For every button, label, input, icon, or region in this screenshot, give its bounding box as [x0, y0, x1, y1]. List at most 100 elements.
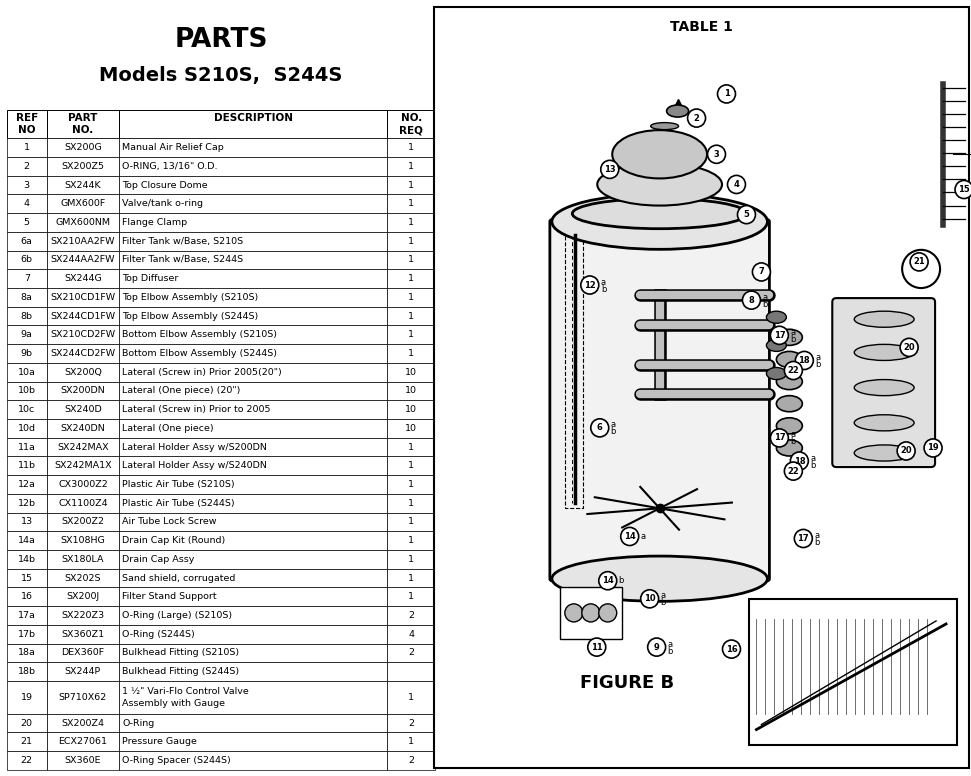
Text: 1: 1: [408, 162, 415, 171]
Circle shape: [565, 604, 583, 622]
Ellipse shape: [854, 345, 914, 361]
Text: 1 ½" Vari-Flo Control Valve: 1 ½" Vari-Flo Control Valve: [122, 687, 250, 696]
Circle shape: [727, 175, 746, 193]
Ellipse shape: [777, 329, 802, 345]
Text: 1: 1: [408, 143, 415, 152]
Text: SX200G: SX200G: [64, 143, 102, 152]
Text: SX360Z1: SX360Z1: [61, 629, 105, 639]
Ellipse shape: [854, 311, 914, 327]
Text: 4: 4: [23, 199, 30, 208]
Ellipse shape: [777, 440, 802, 456]
Text: 1: 1: [723, 89, 729, 99]
Text: 19: 19: [927, 443, 939, 452]
Bar: [47, 382, 118, 400]
Circle shape: [620, 528, 639, 546]
Text: 22: 22: [787, 366, 799, 375]
Bar: [387, 307, 435, 325]
Bar: [387, 456, 435, 475]
Bar: [47, 456, 118, 475]
Circle shape: [785, 362, 802, 379]
Text: Plastic Air Tube (S244S): Plastic Air Tube (S244S): [122, 499, 235, 508]
Text: Drain Cap Kit (Round): Drain Cap Kit (Round): [122, 536, 225, 545]
Bar: [118, 288, 387, 307]
Text: SX180LA: SX180LA: [62, 555, 104, 564]
Text: 1: 1: [408, 311, 415, 320]
Bar: [7, 382, 47, 400]
Ellipse shape: [552, 556, 767, 601]
Bar: [7, 512, 47, 532]
Text: O-Ring Spacer (S244S): O-Ring Spacer (S244S): [122, 756, 231, 765]
Text: 19: 19: [20, 693, 33, 702]
Text: 17b: 17b: [17, 629, 36, 639]
Ellipse shape: [766, 311, 787, 324]
Text: Manual Air Relief Cap: Manual Air Relief Cap: [122, 143, 224, 152]
Ellipse shape: [597, 163, 722, 206]
Ellipse shape: [651, 123, 679, 130]
Text: DEX360F: DEX360F: [61, 649, 105, 657]
Text: Lateral Holder Assy w/S200DN: Lateral Holder Assy w/S200DN: [122, 442, 267, 452]
Bar: [118, 662, 387, 681]
Text: a: a: [790, 327, 795, 337]
Text: Lateral (Screw in) Prior to 2005: Lateral (Screw in) Prior to 2005: [122, 405, 271, 414]
Text: 22: 22: [787, 466, 799, 476]
Text: SX244K: SX244K: [65, 181, 101, 189]
Bar: [118, 307, 387, 325]
Text: 1: 1: [408, 293, 415, 302]
Bar: [118, 550, 387, 569]
Circle shape: [582, 604, 600, 622]
Bar: [47, 269, 118, 288]
Bar: [387, 138, 435, 157]
Circle shape: [722, 640, 741, 658]
Text: SX244AA2FW: SX244AA2FW: [50, 255, 116, 265]
Text: 4: 4: [408, 629, 415, 639]
Text: 1: 1: [408, 737, 415, 747]
Text: Bottom Elbow Assembly (S210S): Bottom Elbow Assembly (S210S): [122, 331, 278, 339]
Bar: [7, 532, 47, 550]
Text: REF: REF: [16, 113, 38, 123]
Bar: [47, 475, 118, 494]
Text: 6a: 6a: [20, 237, 33, 246]
Text: NO.: NO.: [72, 126, 93, 136]
Circle shape: [601, 161, 619, 178]
Bar: [47, 438, 118, 456]
Text: 18: 18: [793, 456, 805, 466]
Bar: [118, 269, 387, 288]
Bar: [7, 419, 47, 438]
Text: Pressure Gauge: Pressure Gauge: [122, 737, 197, 747]
Ellipse shape: [854, 414, 914, 431]
Bar: [387, 157, 435, 175]
Bar: [7, 587, 47, 606]
Text: 1: 1: [408, 199, 415, 208]
Bar: [118, 195, 387, 213]
Text: PARTS: PARTS: [174, 27, 268, 54]
Text: a: a: [790, 431, 795, 439]
Circle shape: [910, 253, 928, 271]
Bar: [7, 456, 47, 475]
Circle shape: [743, 291, 760, 309]
Ellipse shape: [766, 368, 787, 379]
Text: 10b: 10b: [17, 386, 36, 396]
Text: Filter Tank w/Base, S210S: Filter Tank w/Base, S210S: [122, 237, 244, 246]
Text: 1: 1: [408, 218, 415, 227]
Text: SX244P: SX244P: [65, 667, 101, 676]
Bar: [7, 494, 47, 512]
Bar: [387, 751, 435, 770]
Bar: [118, 714, 387, 733]
Bar: [387, 569, 435, 587]
Text: a: a: [660, 591, 666, 601]
Text: b: b: [790, 438, 796, 446]
Text: 3: 3: [23, 181, 30, 189]
Bar: [7, 606, 47, 625]
Text: O-Ring (Large) (S210S): O-Ring (Large) (S210S): [122, 611, 233, 620]
Bar: [387, 512, 435, 532]
Text: CX3000Z2: CX3000Z2: [58, 480, 108, 489]
Bar: [387, 213, 435, 232]
Circle shape: [641, 590, 658, 608]
Text: 2: 2: [408, 719, 415, 728]
Bar: [387, 438, 435, 456]
Text: b: b: [815, 538, 820, 547]
Bar: [387, 344, 435, 363]
Bar: [47, 512, 118, 532]
Text: Drain Cap Assy: Drain Cap Assy: [122, 555, 195, 564]
Text: Top Closure Dome: Top Closure Dome: [122, 181, 208, 189]
